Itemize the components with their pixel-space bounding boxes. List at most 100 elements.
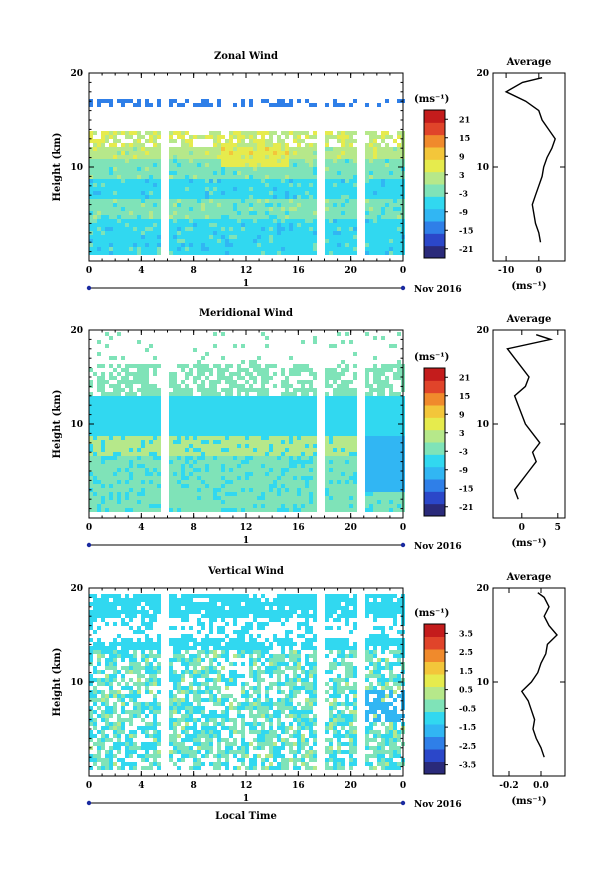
x-tick-label: 0 [400,523,406,533]
colorbar-swatch [424,737,445,750]
average-x-tick-label: 0 [536,266,542,276]
average-y-tick-label: 20 [476,69,489,79]
x-tick-label: 12 [240,266,253,276]
colorbar-swatch [424,479,445,492]
colorbar-swatch [424,442,445,455]
colorbar-tick-label: -9 [459,207,468,217]
x-tick-label: 16 [292,266,305,276]
colorbar-tick-label: 21 [459,372,470,382]
colorbar-unit: (ms⁻¹) [414,608,449,619]
x-tick-label: 12 [240,523,253,533]
colorbar-swatch [424,491,445,504]
colorbar-unit: (ms⁻¹) [414,94,449,105]
day-label: 1 [243,279,249,289]
average-y-tick-label: 10 [476,163,489,173]
average-x-tick-label: -0.2 [499,781,518,791]
date-label: Nov 2016 [414,542,462,552]
colorbar-swatch [424,504,445,517]
x-tick-label: 8 [191,523,197,533]
colorbar-swatch [424,662,445,675]
average-x-label: (ms⁻¹) [511,538,546,549]
average-title: Average [506,314,552,325]
day-label: 1 [243,536,249,546]
colorbar-tick-label: 9 [459,151,465,161]
heatmap-field [89,99,405,255]
average-y-tick-label: 10 [476,678,489,688]
y-axis-label: Height (km) [52,390,63,459]
colorbar-swatch [424,467,445,480]
colorbar-tick-label: 3 [459,170,465,180]
x-tick-label: 12 [240,781,253,791]
colorbar-swatch [424,209,445,222]
colorbar-tick-label: -21 [459,244,473,254]
colorbar-tick-label: 1.5 [459,666,473,676]
colorbar-swatch [424,184,445,197]
day-label: 1 [243,794,249,804]
colorbar-swatch [424,159,445,172]
y-tick-label: 10 [70,420,83,430]
colorbar-unit: (ms⁻¹) [414,352,449,363]
x-tick-label: 4 [138,523,144,533]
panel-title: Zonal Wind [214,51,278,62]
colorbar-swatch [424,454,445,467]
panel-title: Vertical Wind [207,566,284,577]
x-tick-label: 16 [292,781,305,791]
x-tick-label: 20 [344,781,357,791]
colorbar-swatch [424,762,445,775]
colorbar-tick-label: -21 [459,502,473,512]
colorbar-tick-label: 15 [459,391,470,401]
y-axis-label: Height (km) [52,133,63,202]
panel-title: Meridional Wind [199,308,293,319]
colorbar-tick-label: -2.5 [459,741,476,751]
x-tick-label: 0 [86,523,92,533]
y-tick-label: 10 [70,678,83,688]
colorbar-swatch [424,246,445,259]
colorbar-swatch [424,749,445,762]
colorbar-swatch [424,687,445,700]
average-frame [493,588,565,776]
x-tick-label: 4 [138,781,144,791]
x-tick-label: 20 [344,266,357,276]
average-title: Average [506,57,552,68]
colorbar-tick-label: 0.5 [459,685,473,695]
day-bar-end-marker [401,801,405,805]
average-x-tick-label: -10 [498,266,514,276]
colorbar-tick-label: 3 [459,428,465,438]
x-tick-label: 8 [191,266,197,276]
y-tick-label: 20 [70,584,83,594]
x-tick-label: 0 [86,266,92,276]
day-bar-start-marker [87,543,91,547]
colorbar-swatch [424,122,445,135]
y-axis-label: Height (km) [52,648,63,717]
colorbar-tick-label: -3 [459,446,468,456]
colorbar-swatch [424,624,445,637]
average-x-tick-label: 0 [519,523,525,533]
x-tick-label: 16 [292,523,305,533]
colorbar-swatch [424,393,445,406]
average-y-tick-label: 10 [476,420,489,430]
average-y-tick-label: 20 [476,584,489,594]
y-tick-label: 20 [70,326,83,336]
colorbar-swatch [424,430,445,443]
colorbar-tick-label: -1.5 [459,722,476,732]
x-tick-label: 4 [138,266,144,276]
colorbar-swatch [424,712,445,725]
colorbar-swatch [424,147,445,160]
day-bar-end-marker [401,286,405,290]
colorbar-tick-label: 21 [459,114,470,124]
x-tick-label: 0 [400,781,406,791]
colorbar-tick-label: 3.5 [459,628,473,638]
colorbar-swatch [424,233,445,246]
colorbar-tick-label: 9 [459,409,465,419]
date-label: Nov 2016 [414,800,462,810]
x-tick-label: 0 [400,266,406,276]
day-bar-end-marker [401,543,405,547]
y-tick-label: 20 [70,69,83,79]
average-frame [493,330,565,518]
colorbar-swatch [424,135,445,148]
